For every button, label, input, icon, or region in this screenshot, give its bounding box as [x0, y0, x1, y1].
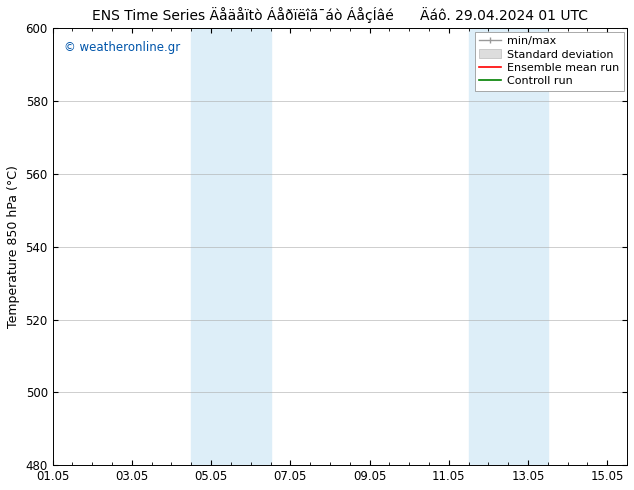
Text: © weatheronline.gr: © weatheronline.gr	[64, 41, 180, 54]
Title: ENS Time Series Äåäåïtò Áåðïëîã¯áò ÁåçÍâé      Äáô. 29.04.2024 01 UTC: ENS Time Series Äåäåïtò Áåðïëîã¯áò ÁåçÍâ…	[92, 7, 588, 23]
Bar	[191, 28, 271, 465]
Legend: min/max, Standard deviation, Ensemble mean run, Controll run: min/max, Standard deviation, Ensemble me…	[475, 32, 624, 91]
Y-axis label: Temperature 850 hPa (°C): Temperature 850 hPa (°C)	[7, 165, 20, 328]
Bar	[469, 28, 548, 465]
